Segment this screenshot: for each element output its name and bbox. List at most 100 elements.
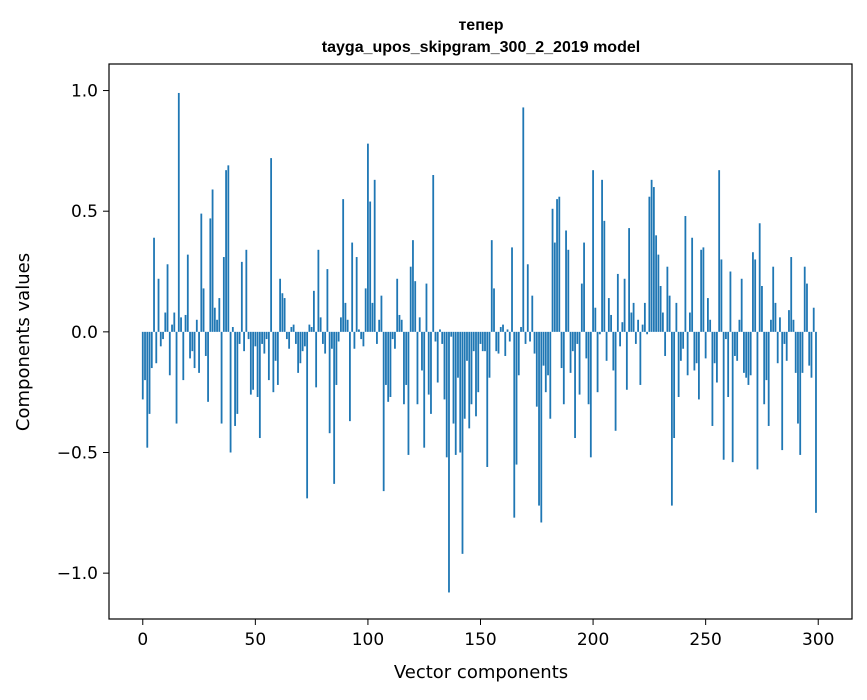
bar-232 bbox=[664, 331, 667, 356]
bar-202 bbox=[596, 331, 599, 393]
bar-280 bbox=[772, 266, 775, 332]
bar-114 bbox=[398, 314, 401, 332]
bar-246 bbox=[695, 331, 698, 364]
bar-3 bbox=[148, 331, 151, 414]
bar-277 bbox=[765, 331, 768, 381]
bar-147 bbox=[472, 331, 475, 352]
bar-226 bbox=[650, 179, 653, 332]
bar-58 bbox=[272, 331, 275, 393]
bar-200 bbox=[592, 170, 594, 332]
bar-53 bbox=[261, 331, 263, 344]
bar-174 bbox=[533, 331, 536, 354]
bar-73 bbox=[306, 331, 309, 499]
bar-40 bbox=[231, 327, 234, 332]
bar-98 bbox=[362, 331, 365, 347]
bar-90 bbox=[344, 302, 347, 332]
bar-275 bbox=[761, 286, 763, 332]
bar-240 bbox=[682, 331, 685, 349]
x-axis-ticks: 0 50 100 150 200 250 300 bbox=[137, 619, 834, 650]
bar-171 bbox=[526, 264, 529, 332]
x-tick-label: 150 bbox=[464, 630, 496, 650]
bar-70 bbox=[299, 331, 302, 364]
bar-197 bbox=[585, 331, 588, 359]
bar-116 bbox=[403, 331, 405, 405]
bar-66 bbox=[290, 327, 293, 332]
bar-49 bbox=[252, 331, 254, 390]
y-tick-label: 0.0 bbox=[71, 323, 98, 343]
bar-131 bbox=[436, 331, 439, 383]
bar-279 bbox=[770, 319, 772, 332]
bar-39 bbox=[229, 331, 232, 453]
bar-135 bbox=[445, 331, 448, 458]
y-tick-label: 1.0 bbox=[71, 82, 98, 102]
bar-48 bbox=[249, 331, 252, 395]
bar-244 bbox=[691, 237, 694, 332]
bar-167 bbox=[517, 331, 520, 376]
bar-168 bbox=[520, 327, 522, 332]
bar-217 bbox=[630, 312, 633, 332]
bar-253 bbox=[711, 331, 714, 426]
bar-8 bbox=[159, 331, 162, 347]
bar-91 bbox=[346, 319, 349, 332]
bar-25 bbox=[198, 331, 200, 373]
bar-108 bbox=[385, 331, 387, 385]
bar-44 bbox=[240, 261, 243, 332]
bar-103 bbox=[373, 179, 376, 332]
bar-206 bbox=[605, 331, 608, 361]
bar-258 bbox=[722, 331, 725, 460]
bar-0 bbox=[141, 331, 144, 400]
bar-234 bbox=[668, 295, 671, 332]
bar-33 bbox=[216, 319, 218, 332]
bar-46 bbox=[245, 249, 248, 332]
bar-180 bbox=[547, 331, 549, 376]
bar-155 bbox=[490, 240, 493, 332]
bar-51 bbox=[256, 331, 259, 397]
bar-133 bbox=[441, 331, 444, 344]
bar-100 bbox=[367, 143, 369, 332]
bar-267 bbox=[743, 331, 745, 373]
bar-249 bbox=[702, 247, 705, 332]
bar-243 bbox=[688, 312, 691, 332]
bar-14 bbox=[173, 312, 176, 332]
bar-129 bbox=[432, 175, 435, 332]
bar-86 bbox=[335, 331, 338, 385]
bar-78 bbox=[317, 249, 320, 332]
bar-250 bbox=[704, 331, 707, 359]
bar-106 bbox=[380, 295, 383, 332]
bar-20 bbox=[186, 254, 189, 332]
bar-22 bbox=[191, 331, 194, 352]
bar-21 bbox=[189, 331, 191, 359]
bar-299 bbox=[815, 331, 817, 513]
bar-24 bbox=[195, 319, 198, 332]
bar-283 bbox=[779, 317, 781, 332]
bar-153 bbox=[486, 331, 489, 467]
bar-75 bbox=[310, 327, 313, 332]
bar-74 bbox=[308, 324, 311, 332]
bar-141 bbox=[459, 331, 462, 453]
bar-192 bbox=[574, 331, 576, 439]
bar-32 bbox=[213, 307, 216, 332]
bar-231 bbox=[661, 312, 664, 332]
bar-294 bbox=[803, 266, 806, 332]
bar-26 bbox=[200, 213, 203, 332]
bar-83 bbox=[328, 331, 331, 434]
bar-134 bbox=[443, 331, 446, 400]
y-tick-label: 0.5 bbox=[71, 202, 98, 222]
bar-274 bbox=[758, 223, 761, 332]
bar-261 bbox=[729, 271, 732, 332]
bar-229 bbox=[657, 254, 660, 332]
bar-119 bbox=[409, 266, 412, 332]
bar-54 bbox=[263, 331, 266, 354]
bar-224 bbox=[646, 331, 649, 335]
bar-162 bbox=[506, 329, 509, 332]
bar-228 bbox=[655, 235, 658, 332]
bar-288 bbox=[790, 257, 793, 332]
bar-292 bbox=[799, 331, 802, 455]
bar-97 bbox=[360, 331, 363, 340]
bar-27 bbox=[202, 288, 205, 332]
bar-164 bbox=[511, 247, 513, 332]
bar-221 bbox=[639, 331, 642, 385]
bar-1 bbox=[144, 331, 146, 381]
bar-227 bbox=[652, 187, 655, 332]
bar-152 bbox=[484, 331, 486, 352]
